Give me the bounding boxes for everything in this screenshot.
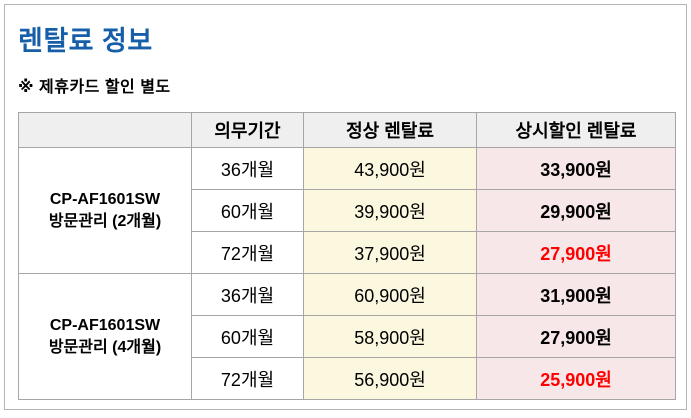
term-cell: 36개월 [191,147,304,190]
normal-price-cell: 43,900원 [303,147,477,190]
table-row: CP-AF1601SW 방문관리 (2개월) 36개월 43,900원 33,9… [18,147,676,274]
term-cell: 60개월 [191,315,304,358]
term-cell: 72개월 [191,231,304,274]
rental-price-table: 의무기간 정상 렌탈료 상시할인 렌탈료 CP-AF1601SW 방문관리 (2… [18,112,676,400]
normal-price-cell: 37,900원 [303,231,477,274]
discount-price-cell: 29,900원 [476,189,676,232]
header-discount-price: 상시할인 렌탈료 [476,112,676,148]
page-title: 렌탈료 정보 [18,26,153,56]
table-row: CP-AF1601SW 방문관리 (4개월) 36개월 60,900원 31,9… [18,273,676,400]
normal-price-cell: 58,900원 [303,315,477,358]
normal-price-cell: 56,900원 [303,357,477,400]
term-cell: 36개월 [191,273,304,316]
model-service-label: 방문관리 (2개월) [48,212,162,230]
header-normal-price: 정상 렌탈료 [303,112,477,148]
model-cell-group2: CP-AF1601SW 방문관리 (4개월) [18,273,192,400]
content-area: 렌탈료 정보 ※ 제휴카드 할인 별도 의무기간 정상 렌탈료 상시할인 렌탈료… [5,5,686,400]
table-row: 72개월 37,900원 27,900원 [19,231,676,274]
model-name: CP-AF1601SW [49,316,161,334]
table-row: 60개월 39,900원 29,900원 [19,189,676,232]
discount-price-cell: 33,900원 [476,147,676,190]
normal-price-cell: 39,900원 [303,189,477,232]
header-model [18,112,192,148]
table-row: 72개월 56,900원 25,900원 [19,357,676,400]
discount-price-cell: 27,900원 [476,315,676,358]
page-frame: 렌탈료 정보 ※ 제휴카드 할인 별도 의무기간 정상 렌탈료 상시할인 렌탈료… [4,4,687,410]
discount-price-cell: 31,900원 [476,273,676,316]
header-row: 의무기간 정상 렌탈료 상시할인 렌탈료 [18,112,676,148]
model-cell-group1: CP-AF1601SW 방문관리 (2개월) [18,147,192,274]
model-name: CP-AF1601SW [49,190,161,208]
card-discount-note: ※ 제휴카드 할인 별도 [18,79,171,96]
header-term: 의무기간 [191,112,304,148]
discount-price-cell-highlight: 25,900원 [476,357,676,400]
discount-price-cell-highlight: 27,900원 [476,231,676,274]
term-cell: 72개월 [191,357,304,400]
normal-price-cell: 60,900원 [303,273,477,316]
table-row: 60개월 58,900원 27,900원 [19,315,676,358]
term-cell: 60개월 [191,189,304,232]
model-service-label: 방문관리 (4개월) [48,338,162,356]
